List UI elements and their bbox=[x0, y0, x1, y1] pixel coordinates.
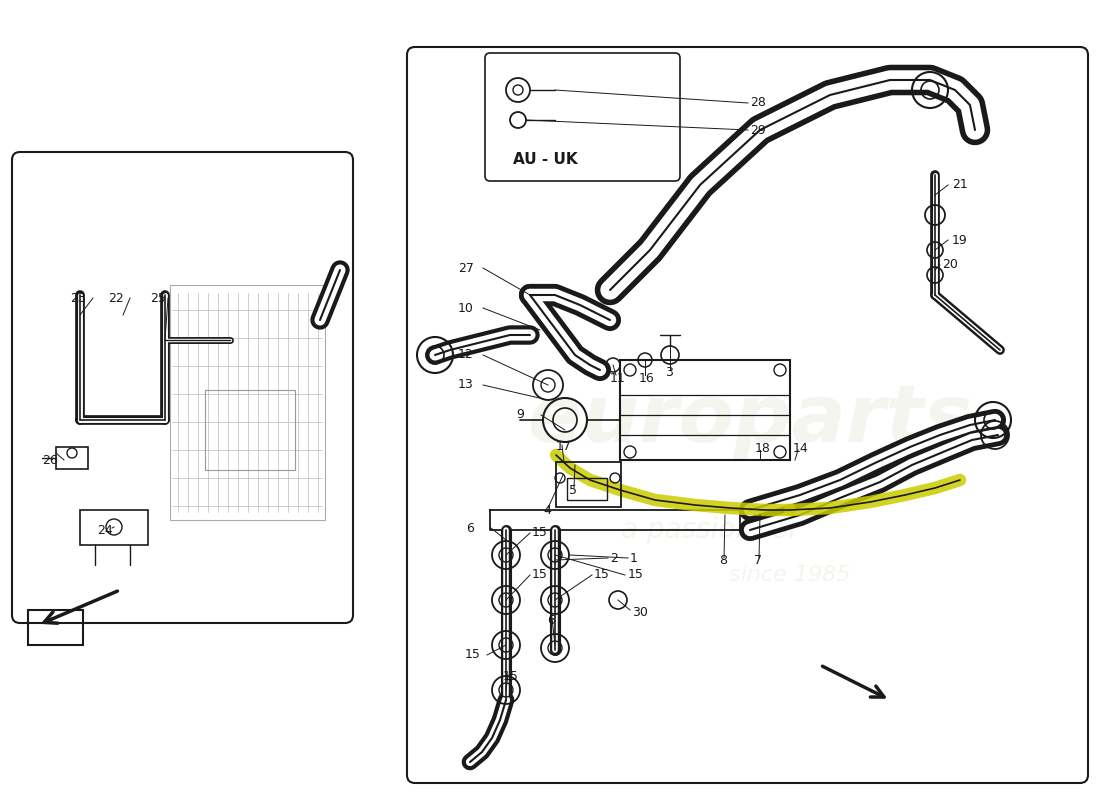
Text: 14: 14 bbox=[793, 442, 808, 454]
Text: 6: 6 bbox=[466, 522, 474, 534]
Text: 11: 11 bbox=[610, 371, 626, 385]
Text: 27: 27 bbox=[458, 262, 474, 274]
Text: 2: 2 bbox=[610, 551, 618, 565]
Text: 29: 29 bbox=[750, 123, 766, 137]
Text: 19: 19 bbox=[952, 234, 968, 246]
Text: 15: 15 bbox=[532, 526, 548, 539]
Text: 23: 23 bbox=[70, 291, 86, 305]
Bar bbox=[56, 447, 88, 469]
Text: 15: 15 bbox=[628, 569, 643, 582]
Text: AU - UK: AU - UK bbox=[513, 153, 578, 167]
Bar bbox=[205, 390, 295, 470]
Text: 15: 15 bbox=[465, 649, 481, 662]
Bar bbox=[80, 510, 148, 545]
Text: 15: 15 bbox=[503, 670, 519, 683]
Text: 26: 26 bbox=[42, 454, 57, 466]
Text: 12: 12 bbox=[458, 349, 474, 362]
Text: 18: 18 bbox=[755, 442, 771, 454]
Text: 17: 17 bbox=[556, 441, 572, 454]
Text: europarts: europarts bbox=[528, 381, 972, 459]
Text: 16: 16 bbox=[639, 371, 654, 385]
Text: 8: 8 bbox=[719, 554, 727, 566]
Bar bbox=[556, 462, 622, 507]
Text: 9: 9 bbox=[516, 409, 524, 422]
Text: 13: 13 bbox=[458, 378, 474, 391]
Text: since 1985: since 1985 bbox=[729, 565, 850, 585]
Bar bbox=[620, 360, 790, 460]
Text: 4: 4 bbox=[543, 505, 551, 518]
Text: 6: 6 bbox=[547, 614, 554, 626]
Text: 7: 7 bbox=[754, 554, 762, 566]
Text: 20: 20 bbox=[942, 258, 958, 271]
Text: 10: 10 bbox=[458, 302, 474, 314]
Bar bbox=[566, 478, 607, 500]
Text: 30: 30 bbox=[632, 606, 648, 618]
Text: 5: 5 bbox=[569, 485, 578, 498]
Bar bbox=[28, 610, 82, 645]
Text: 28: 28 bbox=[750, 97, 766, 110]
Text: 25: 25 bbox=[150, 291, 166, 305]
Text: 15: 15 bbox=[594, 569, 609, 582]
Text: a passion for: a passion for bbox=[620, 516, 800, 544]
Bar bbox=[170, 285, 324, 520]
Text: 3: 3 bbox=[666, 366, 673, 379]
Text: 24: 24 bbox=[97, 523, 112, 537]
Text: 22: 22 bbox=[108, 291, 123, 305]
Text: 1: 1 bbox=[630, 551, 638, 565]
Text: 15: 15 bbox=[532, 569, 548, 582]
Text: 21: 21 bbox=[952, 178, 968, 191]
